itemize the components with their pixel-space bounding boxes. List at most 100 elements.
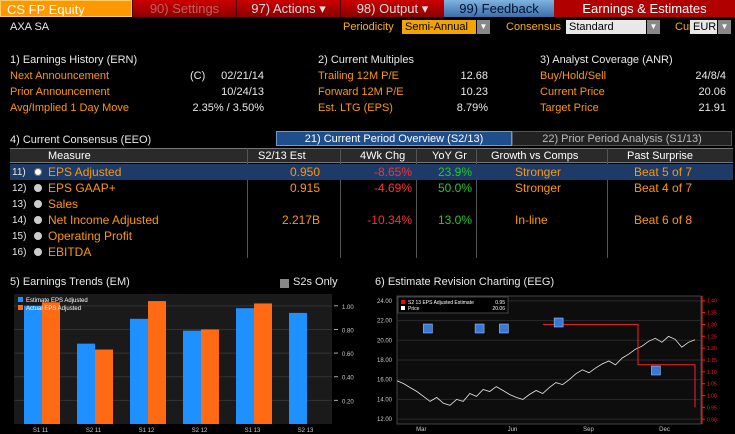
estimate-revision-chart[interactable]: 12.00 14.00 16.00 18.00 20.00 22.00 24.00 0.90 0… [375, 290, 735, 434]
y-tick-label: 12.00 [377, 417, 393, 423]
table-row[interactable]: 14) Net Income Adjusted 2.217B -10.34% 13.0%… [10, 212, 733, 228]
current-multiples-title: 2) Current Multiples [318, 54, 414, 66]
divider [607, 148, 608, 258]
chevron-down-icon[interactable]: ▼ [647, 20, 660, 34]
actions-menu-button[interactable]: 97) Actions ▾ [236, 0, 340, 17]
yoy-cell: 50.0% [437, 181, 472, 195]
y-tick-label: 0.80 [342, 328, 354, 334]
forward-pe-label: Forward 12M P/E [318, 86, 404, 98]
bar-actual [254, 303, 272, 424]
measure-cell: Operating Profit [48, 229, 133, 243]
prior-announcement-label: Prior Announcement [10, 86, 110, 98]
chg-cell: -8.65% [373, 165, 412, 179]
table-row[interactable]: 11) EPS Adjusted 0.950 -8.65% 23.9% Stronger B… [10, 164, 733, 180]
bar-actual [95, 349, 113, 424]
plot-area [14, 294, 332, 424]
col-measure: Measure [48, 150, 91, 162]
feedback-button[interactable]: 99) Feedback [444, 0, 554, 17]
bar-estimate [77, 343, 95, 424]
chevron-down-icon[interactable]: ▼ [477, 20, 490, 34]
row-radio[interactable] [34, 168, 42, 176]
tab-prior-period[interactable]: 22) Prior Period Analysis (S1/13) [512, 131, 732, 146]
current-price-value: 20.06 [698, 86, 726, 98]
estimate-line [542, 323, 696, 408]
divider [416, 148, 417, 258]
current-consensus-title[interactable]: 4) Current Consensus (EEO) [10, 134, 152, 146]
right-tick-label: 1.35 [707, 311, 717, 317]
trailing-pe-value: 12.68 [460, 70, 488, 82]
legend-value: 0.95 [495, 300, 505, 306]
measure-cell: EBITDA [48, 245, 92, 259]
estimate-revision-title[interactable]: 6) Estimate Revision Charting (EEG) [375, 276, 555, 288]
row-radio[interactable] [34, 200, 42, 208]
chevron-down-icon[interactable]: ▼ [718, 20, 731, 34]
measure-cell: Net Income Adjusted [48, 213, 159, 227]
row-radio[interactable] [34, 248, 42, 256]
output-menu-button[interactable]: 98) Output ▾ [340, 0, 444, 17]
measure-cell: EPS GAAP+ [48, 181, 116, 195]
event-marker-icon [474, 323, 485, 334]
earnings-trends-title[interactable]: 5) Earnings Trends (EM) [10, 276, 130, 288]
y-tick-label: 14.00 [377, 397, 393, 403]
ticker-field[interactable]: CS FP Equity [0, 0, 132, 17]
earnings-trends-chart[interactable]: 0.20 0.40 0.60 0.80 1.00 S1 11 S2 11 S1 12 S2 12… [10, 290, 365, 434]
x-tick-label: Mar [416, 427, 426, 433]
table-row[interactable]: 16) EBITDA [10, 244, 733, 260]
measure-cell: Sales [48, 197, 79, 211]
yoy-cell: 13.0% [437, 213, 472, 227]
earnings-history-title[interactable]: 1) Earnings History (ERN) [10, 54, 138, 66]
forward-pe-value: 10.23 [460, 86, 488, 98]
legend-value: 20.06 [492, 306, 505, 312]
right-tick-label: 1.30 [707, 322, 717, 328]
table-row[interactable]: 15) Operating Profit [10, 228, 733, 244]
currency-select[interactable]: EUR [690, 20, 717, 34]
table-header: Measure S2/13 Est 4Wk Chg YoY Gr Growth … [10, 148, 733, 163]
col-est: S2/13 Est [258, 150, 306, 162]
legend-label: S2 13 EPS Adjusted Estimate [408, 300, 474, 306]
page-title: Earnings & Estimates [554, 0, 735, 17]
col-4wk-chg: 4Wk Chg [360, 150, 406, 162]
event-marker-icon [423, 323, 433, 334]
current-price-label: Current Price [540, 86, 605, 98]
options-bar: AXA SA Periodicity Semi-Annual ▼ Consens… [0, 19, 735, 35]
y-tick-label: 1.00 [342, 305, 354, 311]
right-tick-label: 1.20 [707, 346, 717, 352]
table-row[interactable]: 13) Sales [10, 196, 733, 212]
next-announcement-value: 02/21/14 [221, 70, 264, 82]
divider [340, 148, 341, 258]
buy-hold-sell-label: Buy/Hold/Sell [540, 70, 607, 82]
row-radio[interactable] [34, 184, 42, 192]
legend-swatch [401, 300, 405, 304]
currency-label: Cur [675, 21, 693, 33]
row-radio[interactable] [34, 216, 42, 224]
col-yoy-gr: YoY Gr [432, 150, 467, 162]
periodicity-select[interactable]: Semi-Annual [402, 20, 476, 34]
legend-box [397, 296, 509, 314]
y-tick-label: 22.00 [377, 319, 393, 325]
legend-swatch [18, 297, 23, 302]
settings-button[interactable]: 90) Settings [132, 0, 236, 17]
table-row[interactable]: 12) EPS GAAP+ 0.915 -4.69% 50.0% Stronger Beat… [10, 180, 733, 196]
right-tick-label: 1.05 [707, 382, 717, 388]
periodicity-label: Periodicity [343, 21, 394, 33]
target-price-label: Target Price [540, 102, 599, 114]
s2s-only-label[interactable]: S2s Only [293, 276, 338, 288]
row-radio[interactable] [34, 232, 42, 240]
x-tick-label: S1 12 [139, 428, 155, 434]
growth-cell: Stronger [515, 165, 562, 179]
row-number: 12) [12, 183, 27, 194]
consensus-select[interactable]: Standard [566, 20, 646, 34]
y-tick-label: 20.00 [377, 338, 393, 344]
right-tick-label: 0.95 [707, 405, 717, 411]
y-tick-label: 0.40 [342, 376, 354, 382]
analyst-coverage-title[interactable]: 3) Analyst Coverage (ANR) [540, 54, 673, 66]
tab-current-period[interactable]: 21) Current Period Overview (S2/13) [276, 131, 512, 146]
x-tick-label: S2 13 [298, 428, 314, 434]
legend-label: Estimate EPS Adjusted [26, 298, 88, 304]
next-announcement-label: Next Announcement [10, 70, 110, 82]
ltg-label: Est. LTG (EPS) [318, 102, 393, 114]
chg-cell: -10.34% [367, 213, 412, 227]
target-price-value: 21.91 [698, 102, 726, 114]
prior-announcement-value: 10/24/13 [221, 86, 264, 98]
s2s-only-checkbox[interactable] [280, 279, 289, 288]
